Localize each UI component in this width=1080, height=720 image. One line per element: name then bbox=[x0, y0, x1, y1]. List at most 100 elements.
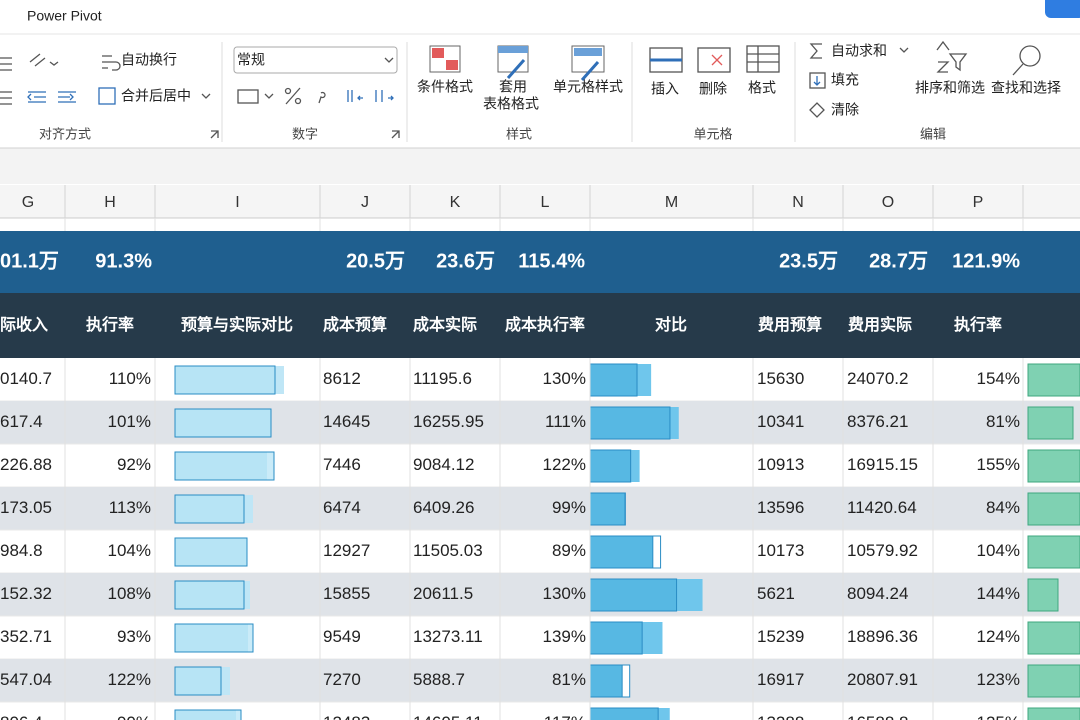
cell-styles[interactable]: 单元格样式 bbox=[553, 79, 623, 95]
row-band bbox=[0, 573, 1080, 616]
table-cell: 14605.11 bbox=[413, 713, 483, 720]
column-letter: L bbox=[541, 194, 550, 211]
table-cell: 84% bbox=[986, 498, 1020, 517]
compare-bar-outline bbox=[175, 409, 271, 437]
row-band bbox=[0, 487, 1080, 530]
compare-bar-outline bbox=[175, 538, 247, 566]
header-cell: 成本预算 bbox=[323, 315, 387, 334]
header-cell: 际收入 bbox=[0, 315, 48, 334]
overlap-bar bbox=[590, 536, 653, 568]
summary-value: 115.4% bbox=[518, 250, 585, 272]
table-cell: 125% bbox=[977, 713, 1020, 720]
header-cell: 预算与实际对比 bbox=[181, 315, 293, 334]
header-cell: 对比 bbox=[655, 315, 687, 334]
table-cell: 12927 bbox=[323, 541, 370, 560]
table-cell: 984.8 bbox=[0, 541, 43, 560]
table-cell: 155% bbox=[977, 455, 1020, 474]
summary-value: 121.9% bbox=[952, 250, 1020, 272]
conditional-format[interactable]: 条件格式 bbox=[417, 79, 473, 95]
insert[interactable]: 插入 bbox=[651, 81, 679, 97]
table-cell: 16917 bbox=[757, 670, 804, 689]
table-cell: 13596 bbox=[757, 498, 804, 517]
table-cell: 5621 bbox=[757, 584, 795, 603]
table-cell: 130% bbox=[543, 584, 586, 603]
rate-bar bbox=[1028, 407, 1073, 439]
table-cell: 108% bbox=[108, 584, 151, 603]
table-cell: 122% bbox=[108, 670, 151, 689]
table-cell: 352.71 bbox=[0, 627, 52, 646]
rate-bar bbox=[1028, 579, 1058, 611]
table-cell: 547.04 bbox=[0, 670, 52, 689]
column-letter: M bbox=[665, 194, 678, 211]
corner-badge[interactable] bbox=[1045, 0, 1080, 18]
rate-bar bbox=[1028, 622, 1080, 654]
group-label: 编辑 bbox=[920, 126, 946, 141]
rate-bar bbox=[1028, 665, 1080, 697]
wrap-text[interactable]: 自动换行 bbox=[121, 52, 177, 68]
compare-bar-outline bbox=[175, 667, 221, 695]
fill[interactable]: 填充 bbox=[831, 72, 859, 88]
overlap-bar bbox=[590, 579, 677, 611]
header-cell: 费用预算 bbox=[758, 315, 822, 334]
table-cell: 16255.95 bbox=[413, 412, 484, 431]
table-cell: 104% bbox=[977, 541, 1020, 560]
merge-center[interactable]: 合并后居中 bbox=[121, 88, 191, 104]
autosum[interactable]: 自动求和 bbox=[831, 43, 887, 59]
group-label: 样式 bbox=[506, 126, 532, 141]
overlap-bar bbox=[590, 665, 622, 697]
format[interactable]: 格式 bbox=[748, 80, 776, 96]
format-as-table[interactable]: 表格格式 bbox=[483, 96, 539, 112]
table-cell: 130% bbox=[543, 369, 586, 388]
table-cell: 15855 bbox=[323, 584, 370, 603]
group-label: 数字 bbox=[292, 126, 318, 141]
table-cell: 20611.5 bbox=[413, 584, 473, 603]
table-cell: 139% bbox=[543, 627, 586, 646]
table-cell: 14645 bbox=[323, 412, 370, 431]
number-format[interactable]: 常规 bbox=[237, 52, 265, 68]
rate-bar bbox=[1028, 493, 1080, 525]
summary-value: 23.5万 bbox=[779, 250, 838, 272]
header-cell: 执行率 bbox=[954, 315, 1002, 334]
table-cell: 81% bbox=[986, 412, 1020, 431]
formula-area bbox=[0, 148, 1080, 184]
table-cell: 12483 bbox=[323, 713, 370, 720]
table-cell: 113% bbox=[109, 498, 151, 517]
table-cell: 806.4 bbox=[0, 713, 43, 720]
table-cell: 10579.92 bbox=[847, 541, 918, 560]
table-cell: 7270 bbox=[323, 670, 361, 689]
header-cell: 执行率 bbox=[86, 315, 134, 334]
table-cell: 13273.11 bbox=[413, 627, 483, 646]
column-letter: P bbox=[973, 194, 984, 211]
column-letter: I bbox=[235, 194, 239, 211]
table-cell: 99% bbox=[552, 498, 586, 517]
table-cell: 110% bbox=[109, 369, 151, 388]
compare-bar-outline bbox=[175, 624, 253, 652]
table-cell: 10913 bbox=[757, 455, 804, 474]
header-cell: 成本实际 bbox=[413, 315, 477, 334]
table-cell: 9084.12 bbox=[413, 455, 474, 474]
table-cell: 104% bbox=[108, 541, 151, 560]
rate-bar bbox=[1028, 536, 1080, 568]
table-cell: 122% bbox=[543, 455, 586, 474]
format-as-table[interactable]: 套用 bbox=[499, 79, 527, 95]
rate-bar bbox=[1028, 364, 1080, 396]
find-select[interactable]: 查找和选择 bbox=[991, 80, 1061, 96]
table-cell: 11420.64 bbox=[847, 498, 917, 517]
column-letter: H bbox=[104, 194, 116, 211]
delete[interactable]: 删除 bbox=[699, 81, 727, 97]
column-letter: N bbox=[792, 194, 804, 211]
table-cell: 16915.15 bbox=[847, 455, 918, 474]
overlap-bar bbox=[590, 407, 670, 439]
clear[interactable]: 清除 bbox=[831, 102, 859, 118]
compare-bar-outline bbox=[175, 710, 241, 720]
table-cell: 8376.21 bbox=[847, 412, 908, 431]
table-cell: 11195.6 bbox=[413, 369, 472, 388]
table-cell: 15239 bbox=[757, 627, 804, 646]
sort-filter[interactable]: 排序和筛选 bbox=[915, 80, 985, 96]
table-cell: 152.32 bbox=[0, 584, 52, 603]
overlap-bar bbox=[590, 364, 637, 396]
tab-power-pivot[interactable]: Power Pivot bbox=[27, 8, 102, 24]
table-cell: 15630 bbox=[757, 369, 804, 388]
overlap-bar bbox=[590, 622, 642, 654]
